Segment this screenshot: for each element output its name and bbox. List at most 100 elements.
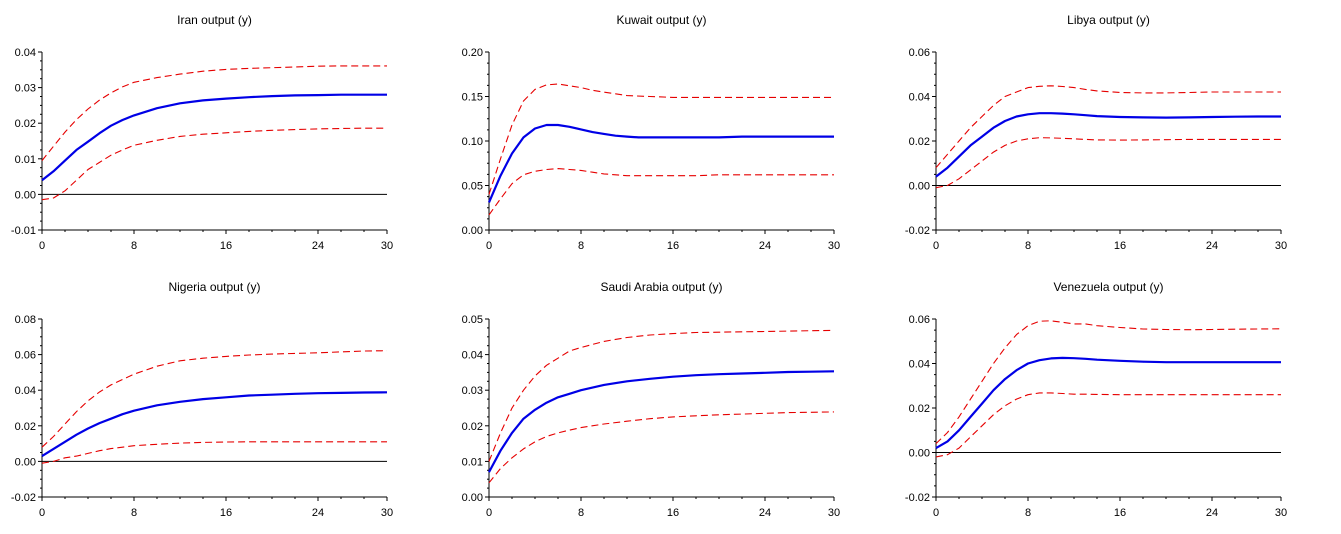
upper-band-line [488,329,835,462]
impulse-response-line [41,391,388,458]
x-tick-label: 16 [1114,240,1126,252]
chart-svg: Kuwait output (y) 0.00 0.05 0.10 0.15 0.20 0 8 1… [462,13,841,252]
x-tick-label: 30 [828,507,840,519]
x-tick-label: 30 [381,507,393,519]
chart-svg: Libya output (y) -0.02 0.00 0.02 0.04 0.06 0 8 1… [905,13,1287,252]
chart-svg: Nigeria output (y) -0.02 0.00 0.02 0.04 0.06 0… [11,280,393,519]
y-tick-label: 0.20 [462,47,483,59]
chart-svg: Venezuela output (y) -0.02 0.00 0.02 0.04 0.0… [905,280,1287,519]
lower-band-line [935,392,1281,458]
chart-title: Kuwait output (y) [616,13,706,27]
lower-band-line [41,441,387,464]
y-tick-label: 0.04 [909,92,930,104]
chart-panel-2: Kuwait output (y) 0.00 0.05 0.10 0.15 0.20 0 8 1… [447,0,894,267]
y-tick-label: 0.05 [462,314,483,326]
y-tick-label: 0.01 [15,154,36,166]
impulse-response-line [488,370,835,473]
y-tick-label: 0.06 [15,350,36,362]
impulse-response-line [487,123,834,203]
x-tick-label: 8 [578,240,584,252]
chart-title: Iran output (y) [177,13,252,27]
y-tick-label: 0.03 [462,385,483,397]
lower-band-line [488,411,835,484]
y-tick-label: 0.08 [15,314,36,326]
y-tick-label: -0.01 [11,225,36,237]
upper-band-line [488,83,834,195]
upper-band-line [935,85,1281,169]
x-tick-label: 0 [933,507,939,519]
y-tick-label: 0.00 [462,492,483,504]
y-tick-label: 0.02 [909,136,930,148]
x-tick-label: 8 [1025,507,1031,519]
chart-svg: Iran output (y) -0.01 0.00 0.01 0.02 0.03 0.04… [11,13,393,252]
x-tick-label: 8 [131,240,137,252]
lower-band-line [488,168,834,216]
y-tick-label: 0.00 [15,456,36,468]
x-tick-label: 16 [220,240,232,252]
y-tick-label: -0.02 [11,492,36,504]
x-tick-label: 16 [220,507,232,519]
x-tick-label: 24 [1206,240,1218,252]
y-tick-label: 0.05 [462,181,483,193]
x-tick-label: 30 [1275,240,1287,252]
impulse-response-line [935,356,1281,450]
impulse-response-line [935,112,1281,178]
x-tick-label: 16 [667,507,679,519]
y-tick-label: 0.02 [15,421,36,433]
x-tick-label: 8 [1025,240,1031,252]
impulse-response-line [41,93,387,182]
x-tick-label: 24 [312,240,324,252]
x-tick-label: 30 [828,240,840,252]
y-tick-label: 0.06 [909,314,930,326]
x-tick-label: 24 [759,240,771,252]
chart-title: Saudi Arabia output (y) [600,280,722,294]
y-tick-label: 0.00 [15,189,36,201]
x-tick-label: 0 [933,240,939,252]
y-tick-label: 0.03 [15,83,36,95]
lower-band-line [41,127,387,201]
chart-panel-5: Saudi Arabia output (y) 0.00 0.01 0.02 0.03 0… [447,267,894,534]
upper-band-line [935,320,1282,444]
x-tick-label: 30 [1275,507,1287,519]
y-tick-label: 0.02 [909,403,930,415]
chart-title: Nigeria output (y) [168,280,260,294]
x-tick-label: 0 [39,507,45,519]
chart-panel-1: Iran output (y) -0.01 0.00 0.01 0.02 0.03 0.04… [0,0,447,267]
x-tick-label: 24 [1206,507,1218,519]
chart-panel-3: Libya output (y) -0.02 0.00 0.02 0.04 0.06 0 8 1… [894,0,1341,267]
y-tick-label: 0.06 [909,47,930,59]
x-tick-label: 16 [1114,507,1126,519]
y-tick-label: 0.02 [15,118,36,130]
y-tick-label: 0.04 [909,359,930,371]
y-tick-label: -0.02 [905,492,930,504]
y-tick-label: 0.04 [462,350,483,362]
y-tick-label: 0.00 [909,181,930,193]
y-tick-label: 0.10 [462,136,483,148]
y-tick-label: 0.00 [462,225,483,237]
chart-svg: Saudi Arabia output (y) 0.00 0.01 0.02 0.03 0… [462,280,841,519]
y-tick-label: -0.02 [905,225,930,237]
x-tick-label: 0 [486,240,492,252]
x-tick-label: 0 [39,240,45,252]
chart-panel-6: Venezuela output (y) -0.02 0.00 0.02 0.04 0.0… [894,267,1341,534]
y-tick-label: 0.00 [909,448,930,460]
x-tick-label: 0 [486,507,492,519]
y-tick-label: 0.15 [462,92,483,104]
chart-title: Libya output (y) [1067,13,1150,27]
lower-band-line [935,137,1281,189]
upper-band-line [41,350,388,448]
x-tick-label: 24 [759,507,771,519]
x-tick-label: 24 [312,507,324,519]
y-tick-label: 0.01 [462,456,483,468]
y-tick-label: 0.04 [15,385,36,397]
y-tick-label: 0.02 [462,421,483,433]
chart-panel-4: Nigeria output (y) -0.02 0.00 0.02 0.04 0.06 0… [0,267,447,534]
chart-title: Venezuela output (y) [1053,280,1163,294]
x-tick-label: 30 [381,240,393,252]
x-tick-label: 8 [578,507,584,519]
x-tick-label: 16 [667,240,679,252]
upper-band-line [41,65,387,161]
x-tick-label: 8 [131,507,137,519]
y-tick-label: 0.04 [15,47,36,59]
